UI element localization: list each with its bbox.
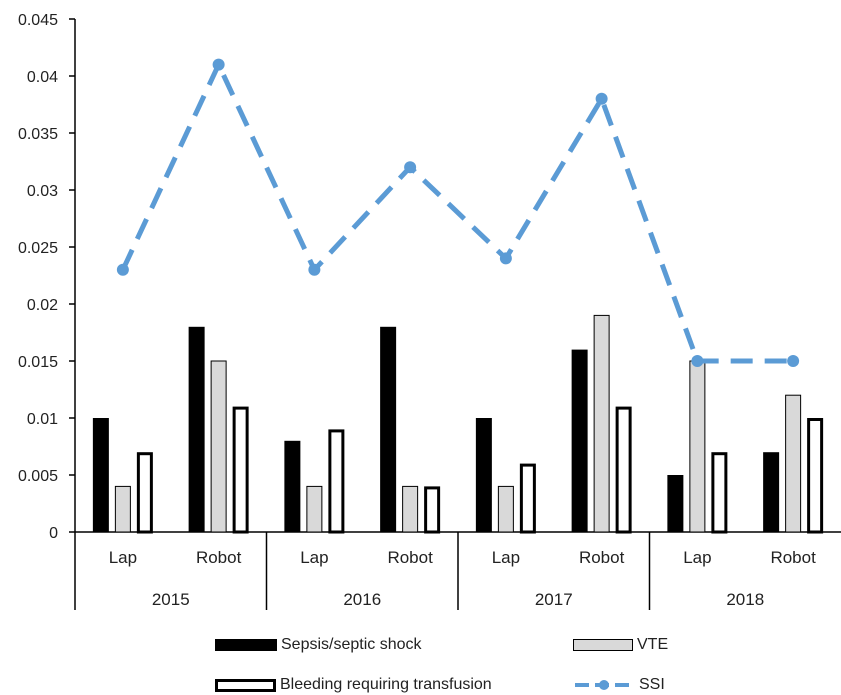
bleeding-bar [232, 406, 249, 534]
y-tick-label: 0.025 [18, 240, 58, 257]
x-category-label: Robot [387, 548, 433, 567]
bleeding-bar [519, 463, 536, 534]
x-group-label: 2018 [726, 590, 764, 609]
bleeding-bar [807, 418, 824, 534]
x-group-label: 2017 [535, 590, 573, 609]
x-category-label: Robot [196, 548, 242, 567]
bleeding-bar [328, 429, 345, 534]
ssi-point [116, 263, 129, 276]
bleeding-bar [711, 452, 728, 534]
vte-bar [593, 314, 610, 533]
y-tick-label: 0.04 [27, 69, 58, 86]
ssi-point [787, 355, 800, 367]
sepsis-bar [188, 326, 205, 532]
vte-bar [497, 485, 514, 533]
sepsis-bar [284, 440, 301, 532]
sepsis-bar [92, 418, 109, 532]
x-category-label: Robot [770, 548, 816, 567]
y-tick-label: 0.005 [18, 468, 58, 485]
vte-bar [210, 360, 227, 533]
x-category-label: Lap [492, 548, 520, 567]
sepsis-bar [571, 349, 588, 532]
sepsis-bar [380, 326, 397, 532]
bleeding-bar [136, 452, 153, 534]
y-tick-label: 0.03 [27, 183, 58, 200]
ssi-point [212, 58, 225, 71]
y-tick-label: 0.02 [27, 297, 58, 314]
y-tick-label: 0.045 [18, 12, 58, 29]
y-tick-label: 0.035 [18, 126, 58, 143]
sepsis-bar [475, 418, 492, 532]
bleeding-bar [615, 406, 632, 534]
sepsis-bar [667, 475, 684, 532]
x-group-label: 2015 [152, 590, 190, 609]
vte-bar [785, 394, 802, 533]
x-group-label: 2016 [343, 590, 381, 609]
ssi-point [691, 355, 704, 367]
sepsis-bar [763, 452, 780, 532]
x-category-label: Lap [683, 548, 711, 567]
vte-bar [689, 360, 706, 533]
y-tick-label: 0.01 [27, 411, 58, 428]
chart-axes: 0 0.005 0.01 0.015 0.02 0.025 0.03 0.035 0.04 0.0… [18, 12, 841, 610]
vte-bar [114, 485, 131, 533]
vte-bar [402, 485, 419, 533]
ssi-point [404, 161, 417, 174]
x-category-label: Lap [109, 548, 137, 567]
y-tick-label: 0 [49, 525, 58, 542]
ssi-line-path [120, 58, 794, 364]
ssi-point [499, 252, 512, 265]
x-category-label: Lap [300, 548, 328, 567]
chart-bars [92, 314, 824, 534]
y-tick-label: 0.015 [18, 354, 58, 371]
ssi-point [595, 92, 608, 105]
x-category-label: Robot [579, 548, 625, 567]
vte-bar [306, 485, 323, 533]
ssi-line [116, 58, 800, 367]
ssi-point [308, 263, 321, 276]
bleeding-bar [424, 486, 441, 534]
